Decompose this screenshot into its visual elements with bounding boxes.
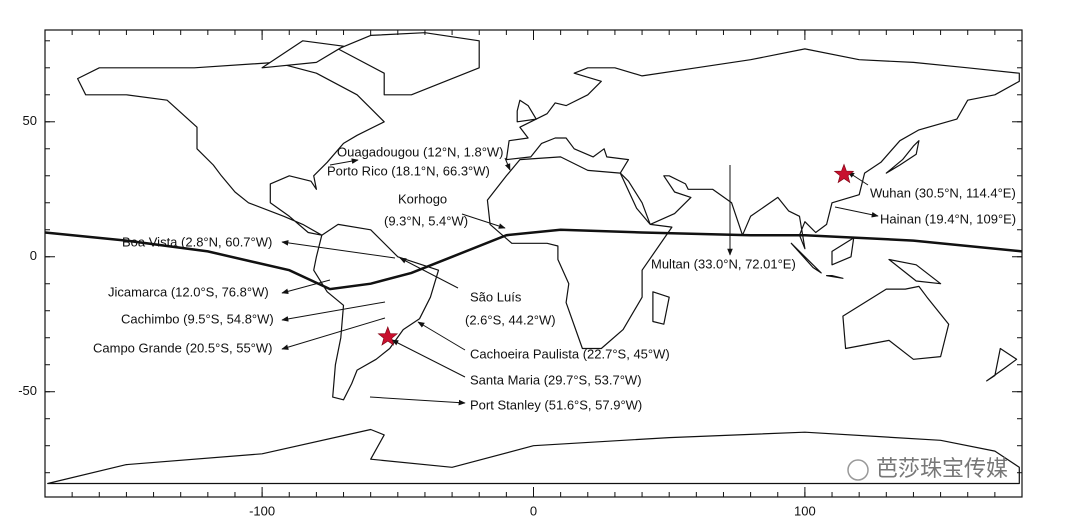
station-label: São Luís bbox=[470, 289, 522, 304]
landmass bbox=[842, 285, 950, 360]
landmass bbox=[486, 156, 673, 350]
station-label: Cachoeira Paulista (22.7°S, 45°W) bbox=[470, 346, 670, 361]
landmass bbox=[885, 140, 920, 174]
continents bbox=[47, 32, 1020, 485]
station-star bbox=[833, 163, 855, 184]
leader-arrow bbox=[504, 157, 511, 171]
leader-arrow bbox=[281, 279, 331, 295]
landmass bbox=[313, 223, 440, 401]
leader-arrow bbox=[461, 213, 506, 229]
station-label: Boa Vista (2.8°N, 60.7°W) bbox=[122, 234, 272, 249]
landmass bbox=[516, 99, 537, 123]
station-label: Cachimbo (9.5°S, 54.8°W) bbox=[121, 311, 274, 326]
leader-arrow bbox=[329, 158, 359, 166]
landmass bbox=[77, 61, 385, 236]
station-label: Porto Rico (18.1°N, 66.3°W) bbox=[327, 163, 490, 178]
leader-arrow bbox=[281, 301, 386, 322]
landmass bbox=[831, 237, 855, 266]
leader-arrow bbox=[281, 317, 386, 350]
x-tick-label: 0 bbox=[530, 503, 537, 518]
x-tick-label: 100 bbox=[794, 503, 816, 518]
landmass bbox=[505, 48, 1020, 250]
landmass bbox=[337, 32, 480, 96]
station-label: Campo Grande (20.5°S, 55°W) bbox=[93, 340, 272, 355]
station-label: Ouagadougou (12°N, 1.8°W) bbox=[337, 144, 504, 159]
leader-arrow bbox=[417, 321, 466, 351]
landmass bbox=[790, 242, 822, 274]
y-tick-label: 50 bbox=[23, 113, 37, 128]
landmass bbox=[986, 347, 1018, 382]
landmass bbox=[888, 258, 942, 285]
leader-arrow bbox=[391, 339, 466, 378]
station-label: (9.3°N, 5.4°W) bbox=[384, 213, 468, 228]
leader-arrow bbox=[281, 240, 396, 259]
landmass bbox=[261, 40, 345, 69]
leader-arrow bbox=[847, 171, 869, 186]
station-label: Jicamarca (12.0°S, 76.8°W) bbox=[108, 284, 269, 299]
overlay: -100 0 100 50 0 -50 Ouagadougou (12°N, 1.8°W) P… bbox=[18, 29, 1023, 518]
y-tick-label: -50 bbox=[18, 383, 37, 398]
station-label: Santa Maria (29.7°S, 53.7°W) bbox=[470, 372, 642, 387]
station-label: Hainan (19.4°N, 109°E) bbox=[880, 211, 1016, 226]
station-label: Port Stanley (51.6°S, 57.9°W) bbox=[470, 397, 642, 412]
station-label: Korhogo bbox=[398, 191, 447, 206]
watermark: 芭莎珠宝传媒 bbox=[876, 456, 1008, 481]
station-label: Wuhan (30.5°N, 114.4°E) bbox=[870, 185, 1016, 200]
dip-equator bbox=[44, 228, 1023, 291]
y-tick-label: 0 bbox=[30, 248, 37, 263]
landmass bbox=[47, 428, 1020, 485]
leader-arrow bbox=[399, 257, 459, 289]
station-label: Multan (33.0°N, 72.01°E) bbox=[651, 256, 796, 271]
landmass bbox=[826, 275, 844, 279]
leader-arrow bbox=[369, 396, 466, 406]
station-star bbox=[377, 326, 399, 346]
leader-arrow bbox=[834, 206, 879, 218]
landmass bbox=[652, 291, 670, 325]
x-tick-label: -100 bbox=[249, 503, 275, 518]
station-label: (2.6°S, 44.2°W) bbox=[465, 312, 556, 327]
watermark-icon bbox=[847, 459, 869, 481]
